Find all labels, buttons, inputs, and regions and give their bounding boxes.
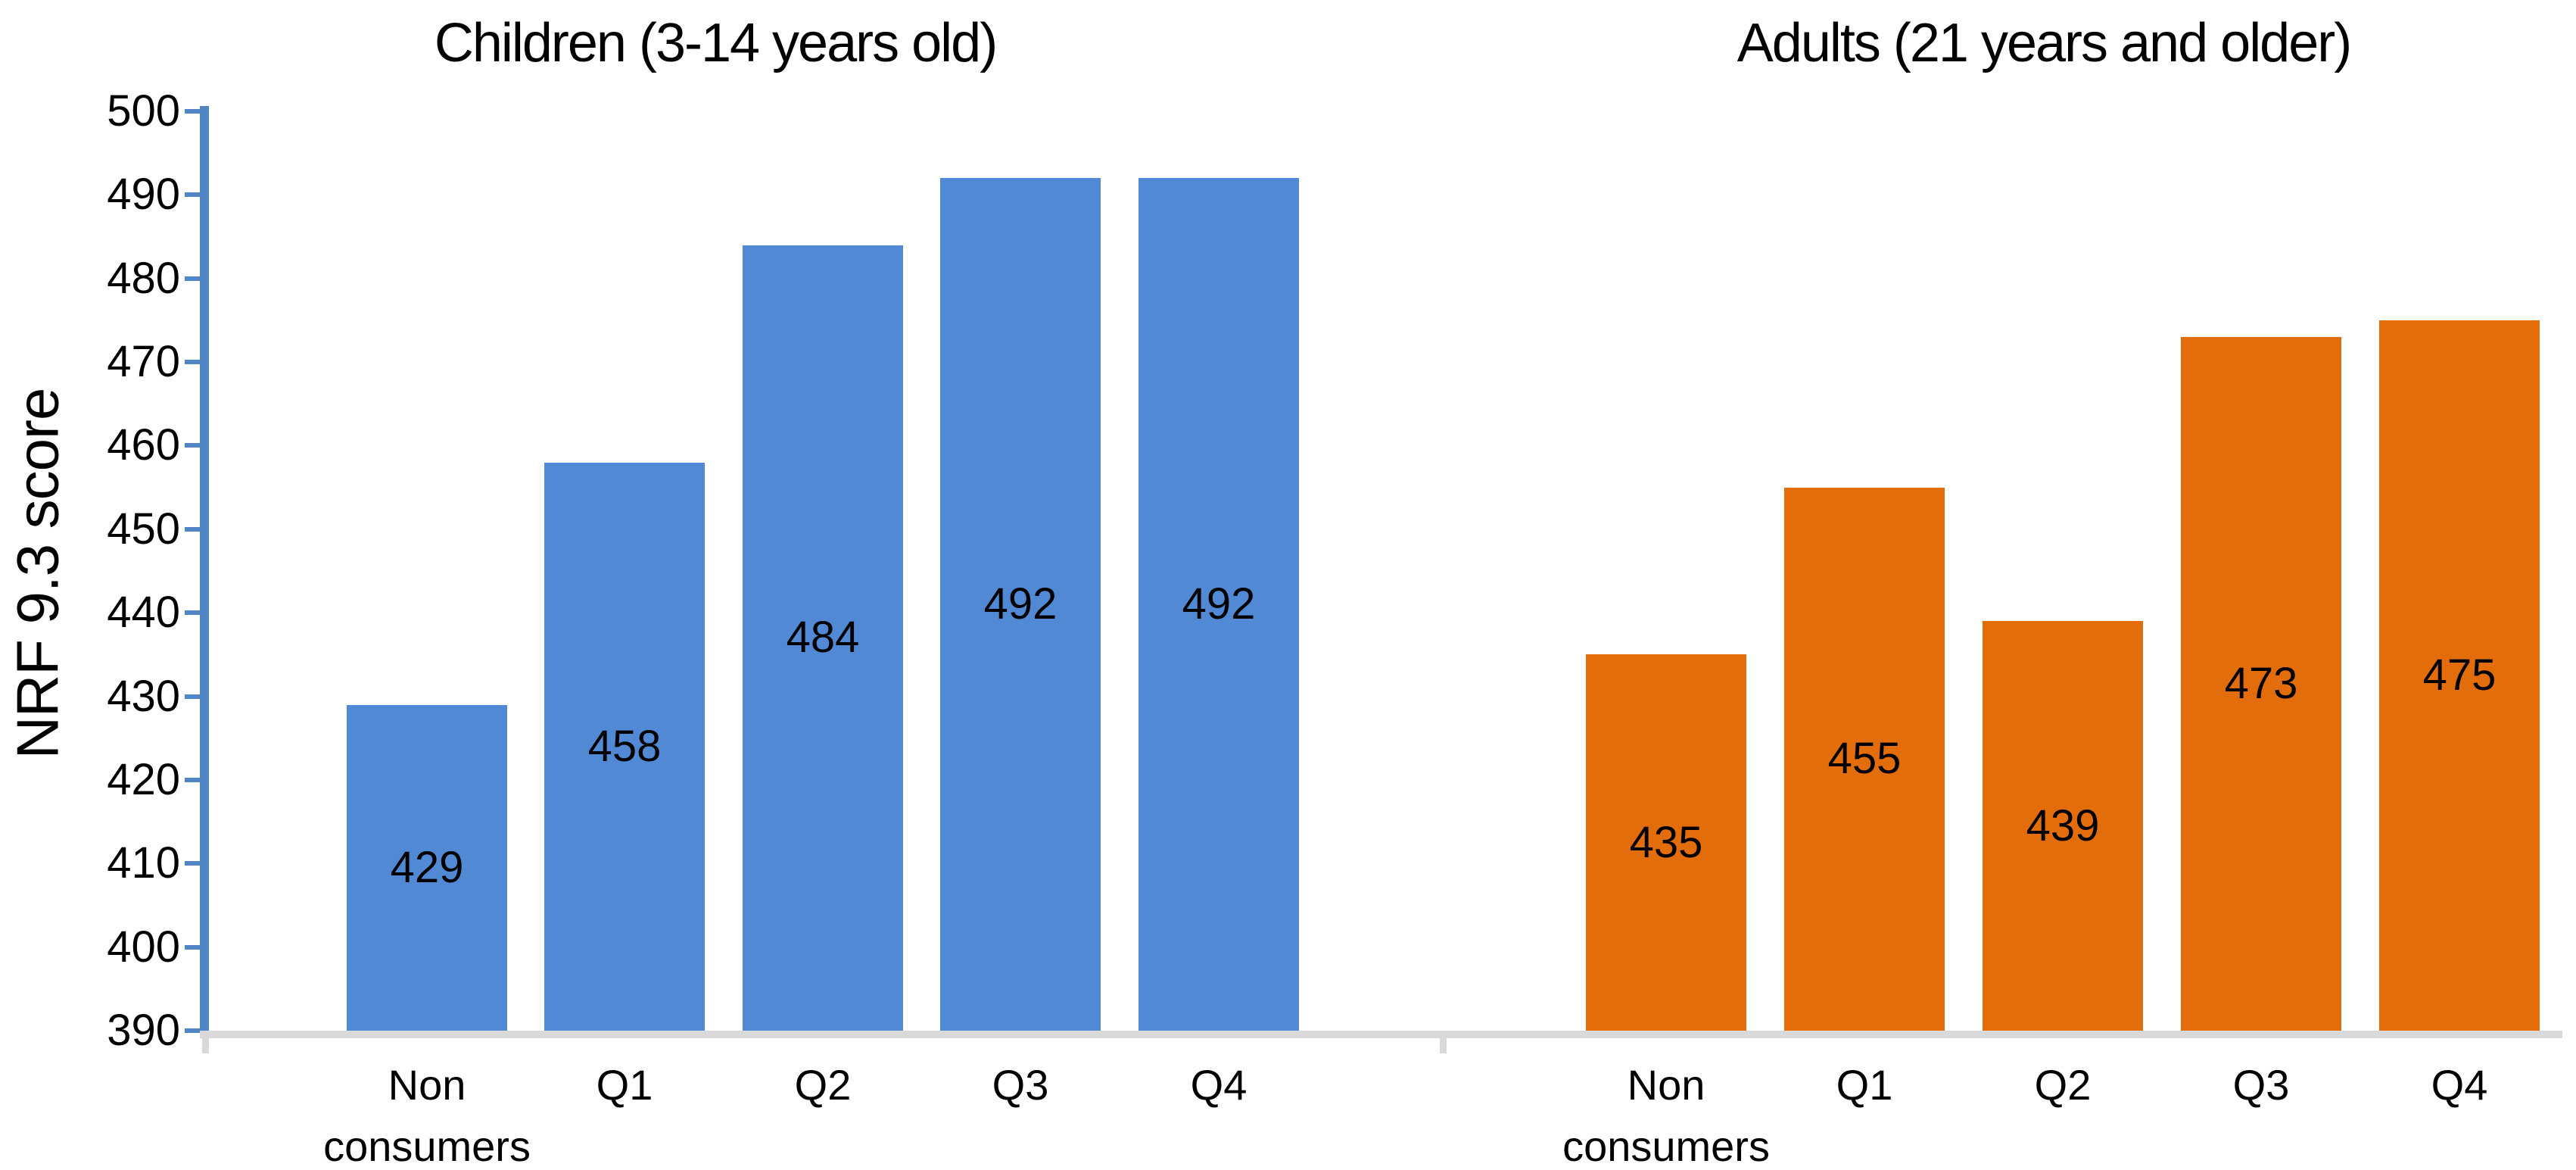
bar-adults-q1 (1784, 487, 1945, 1031)
x-category-label-children-q3: Q3 (992, 1061, 1049, 1109)
y-tick-mark-420 (185, 777, 201, 782)
bar-value-label-children-non-consumers: 429 (390, 842, 464, 892)
bar-children-q4 (1138, 178, 1299, 1031)
bar-value-label-children-q1: 458 (587, 721, 662, 771)
y-tick-label-450: 450 (107, 504, 180, 554)
y-tick-mark-480 (185, 276, 201, 281)
y-tick-mark-470 (185, 360, 201, 365)
x-category-label-adults-q1: Q1 (1836, 1061, 1893, 1109)
bar-value-label-adults-q2: 439 (2026, 800, 2100, 850)
x-category-label-children-non-consumers: Non consumers (323, 1061, 531, 1170)
bar-adults-q2 (1983, 621, 2143, 1031)
y-tick-mark-490 (185, 192, 201, 198)
y-axis-title: NRF 9.3 score (4, 388, 71, 760)
bar-children-q3 (940, 178, 1101, 1031)
x-category-label-adults-q3: Q3 (2232, 1061, 2290, 1109)
y-tick-label-460: 460 (107, 420, 180, 470)
y-tick-mark-460 (185, 443, 201, 448)
x-axis-tick-left (202, 1031, 209, 1053)
y-tick-label-420: 420 (107, 754, 180, 804)
bar-adults-non-consumers (1586, 654, 1746, 1031)
y-tick-mark-390 (185, 1028, 201, 1033)
bar-children-non-consumers (347, 704, 507, 1031)
x-category-label-adults-q2: Q2 (2034, 1061, 2092, 1109)
x-category-label-children-q2: Q2 (794, 1061, 852, 1109)
x-category-label-adults-non-consumers: Non consumers (1562, 1061, 1770, 1170)
panel-title-children: Children (3-14 years old) (434, 13, 998, 73)
y-tick-mark-500 (185, 109, 201, 114)
y-tick-label-400: 400 (107, 922, 180, 972)
bar-value-label-adults-q3: 473 (2224, 658, 2298, 708)
y-tick-label-490: 490 (107, 170, 180, 220)
y-tick-mark-440 (185, 610, 201, 616)
bar-value-label-children-q4: 492 (1182, 579, 1256, 629)
y-tick-label-430: 430 (107, 671, 180, 721)
x-category-label-children-q4: Q4 (1190, 1061, 1248, 1109)
y-tick-mark-400 (185, 944, 201, 950)
y-tick-mark-450 (185, 526, 201, 532)
bar-value-label-children-q3: 492 (983, 579, 1057, 629)
bar-children-q2 (743, 245, 903, 1031)
y-tick-label-470: 470 (107, 337, 180, 387)
y-tick-label-410: 410 (107, 838, 180, 888)
y-tick-label-500: 500 (107, 86, 180, 136)
bar-value-label-adults-q4: 475 (2422, 650, 2497, 700)
x-category-label-children-q1: Q1 (596, 1061, 653, 1109)
panel-title-adults: Adults (21 years and older) (1737, 13, 2352, 73)
y-tick-mark-430 (185, 694, 201, 699)
bar-children-q1 (544, 462, 705, 1031)
bar-value-label-children-q2: 484 (786, 613, 860, 663)
bar-adults-q3 (2181, 336, 2341, 1031)
bar-value-label-adults-non-consumers: 435 (1629, 817, 1703, 867)
x-axis-tick-middle (1440, 1031, 1447, 1053)
y-tick-label-390: 390 (107, 1006, 180, 1055)
y-tick-mark-410 (185, 861, 201, 866)
y-axis-line (200, 106, 209, 1031)
x-axis-line (200, 1031, 2562, 1038)
y-tick-label-440: 440 (107, 588, 180, 638)
x-category-label-adults-q4: Q4 (2431, 1061, 2488, 1109)
bar-value-label-adults-q1: 455 (1827, 734, 1902, 784)
bar-adults-q4 (2379, 320, 2540, 1031)
y-tick-label-480: 480 (107, 253, 180, 303)
